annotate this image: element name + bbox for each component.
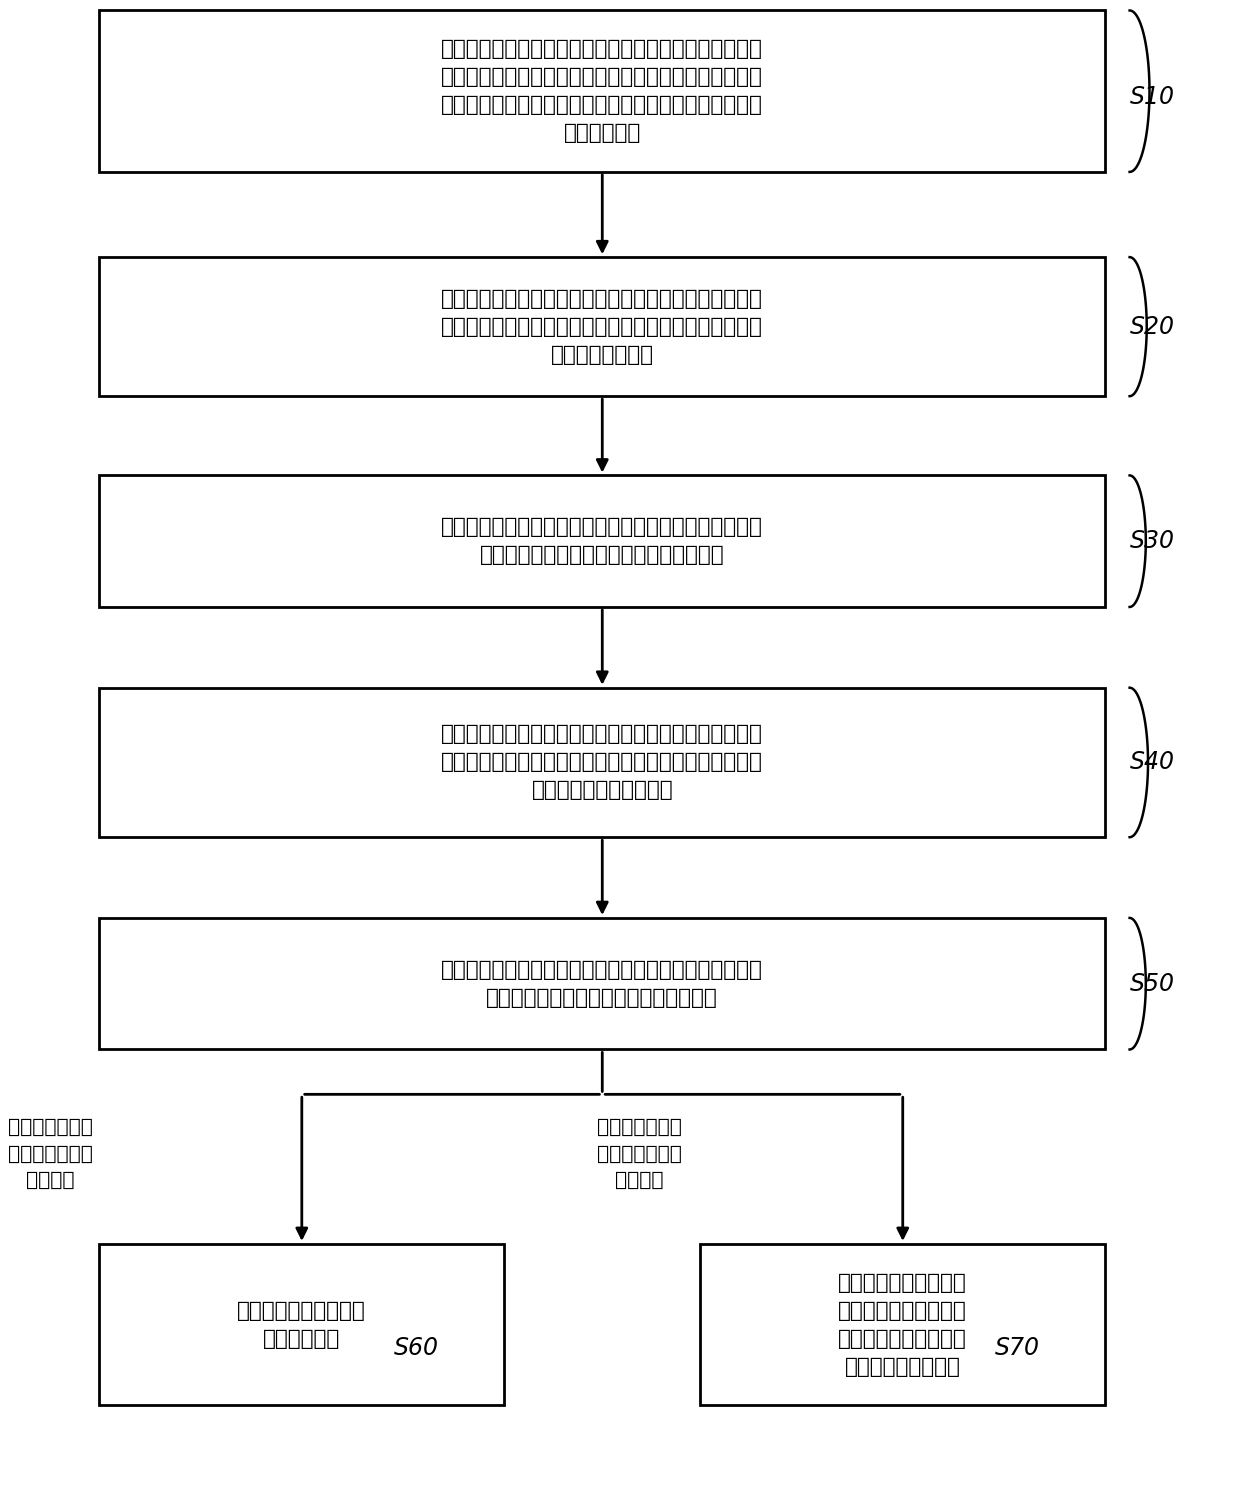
FancyBboxPatch shape xyxy=(99,918,1105,1049)
FancyBboxPatch shape xyxy=(99,1244,505,1405)
Text: S40: S40 xyxy=(1130,750,1174,774)
Text: S10: S10 xyxy=(1130,85,1174,109)
Text: 在预设重连时间
内与所述审核端
重连成功: 在预设重连时间 内与所述审核端 重连成功 xyxy=(7,1118,93,1190)
Text: S70: S70 xyxy=(994,1337,1039,1360)
Text: 在预设重连时间
内未能与所述审
核端重连: 在预设重连时间 内未能与所述审 核端重连 xyxy=(596,1118,682,1190)
Text: 向所述服务器发送二次
分配指令，以供所述服
务器根据所述二次分配
指令重新分配审核端: 向所述服务器发送二次 分配指令，以供所述服 务器根据所述二次分配 指令重新分配审… xyxy=(838,1272,967,1377)
Text: 在接收到所述服务器返回的坐席令牌时，通过所述坐席令
牌与对应的审核端建立网络连接，并获取与所述审核端之
间的网络状态信息: 在接收到所述服务器返回的坐席令牌时，通过所述坐席令 牌与对应的审核端建立网络连接… xyxy=(441,289,763,365)
Text: S50: S50 xyxy=(1130,972,1174,996)
Text: S20: S20 xyxy=(1130,315,1174,339)
Text: 获取原始视频数据，并基于所述网络状态信息对所述原始
视频数据进行预处理，获得客户端视频数据: 获取原始视频数据，并基于所述网络状态信息对所述原始 视频数据进行预处理，获得客户… xyxy=(441,517,763,565)
FancyBboxPatch shape xyxy=(99,688,1105,837)
FancyBboxPatch shape xyxy=(99,10,1105,172)
FancyBboxPatch shape xyxy=(99,257,1105,396)
Text: S60: S60 xyxy=(394,1337,439,1360)
FancyBboxPatch shape xyxy=(99,475,1105,607)
Text: 在检测到与所述审核端的网络连接断开时，通过所述坐席
令牌尝试与所述审核端重新建立网络连接: 在检测到与所述审核端的网络连接断开时，通过所述坐席 令牌尝试与所述审核端重新建立… xyxy=(441,960,763,1008)
Text: 将所述客户端视频数据发送至所述审核端，并在接收到所
述审核端发送的审核端视频数据时，根据所述审核端视频
数据显示对应的审核图像: 将所述客户端视频数据发送至所述审核端，并在接收到所 述审核端发送的审核端视频数据… xyxy=(441,725,763,800)
Text: 继续与所述审核端进行
视频数据交互: 继续与所述审核端进行 视频数据交互 xyxy=(237,1301,366,1348)
Text: 在接收到视频面核请求时，根据所述视频面核请求向服务
器发送视频面核指令，以供所述服务器根据所述视频面核
指令分配审核端，其中所述视频面核指令中包括所述客户
端的: 在接收到视频面核请求时，根据所述视频面核请求向服务 器发送视频面核指令，以供所述… xyxy=(441,39,763,144)
Text: S30: S30 xyxy=(1130,529,1174,553)
FancyBboxPatch shape xyxy=(701,1244,1105,1405)
